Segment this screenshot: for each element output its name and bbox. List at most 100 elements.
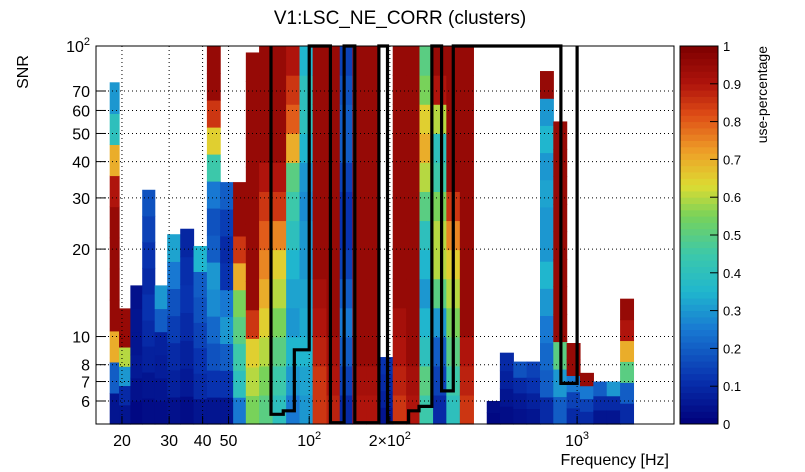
colorbar-segment <box>680 367 718 375</box>
heatmap-cell <box>193 322 208 349</box>
heatmap-cell <box>220 343 234 371</box>
heatmap-cell <box>366 365 381 396</box>
heatmap-cell <box>339 133 354 163</box>
heatmap-cell <box>220 397 234 425</box>
heatmap-cell <box>193 398 208 425</box>
heatmap-cell <box>459 278 474 309</box>
heatmap-cell <box>312 336 328 367</box>
heatmap-cell <box>366 191 381 222</box>
heatmap-cell <box>206 289 221 317</box>
heatmap-cell <box>540 71 554 99</box>
colorbar-segment <box>680 279 718 286</box>
heatmap-cell <box>312 249 328 280</box>
heatmap-cell <box>499 388 514 407</box>
heatmap-cell <box>620 319 635 342</box>
grid-lines <box>96 45 674 424</box>
heatmap-cell <box>272 220 287 251</box>
heatmap-cell <box>286 307 301 338</box>
heatmap-cell <box>312 278 328 309</box>
colorbar-segment <box>680 342 718 349</box>
heatmap-cell <box>245 166 260 196</box>
colorbar-segment <box>680 159 718 167</box>
colorbar-segment <box>680 96 718 104</box>
heatmap-cell <box>540 369 554 398</box>
heatmap-cell <box>109 206 120 239</box>
heatmap-cell <box>233 182 247 210</box>
heatmap-cell <box>526 408 541 425</box>
heatmap-cell <box>540 261 554 289</box>
heatmap-cell <box>540 179 554 208</box>
heatmap-cell <box>406 307 421 338</box>
colorbar-segment <box>680 203 718 211</box>
heatmap-cell <box>312 104 328 134</box>
heatmap-cell <box>392 394 407 425</box>
heatmap-cell <box>312 394 328 425</box>
heatmap-cell <box>579 411 594 425</box>
heatmap-cell <box>142 345 156 373</box>
heatmap-cell <box>366 336 381 367</box>
heatmap-cell <box>272 249 287 280</box>
heatmap-cell <box>406 220 421 251</box>
heatmap-cell <box>109 361 120 394</box>
heatmap-cell <box>366 278 381 309</box>
heatmap-cell <box>245 52 260 82</box>
heatmap-cell <box>620 340 635 362</box>
heatmap-cell <box>620 382 635 404</box>
heatmap-cell <box>312 220 328 251</box>
heatmap-cell <box>579 372 594 387</box>
x-tick-label: 20 <box>113 433 131 450</box>
heatmap-cell <box>119 308 131 329</box>
heatmap-cell <box>326 365 341 396</box>
colorbar-segment <box>680 398 718 406</box>
heatmap-cell <box>154 285 168 310</box>
heatmap-cell <box>206 181 221 209</box>
heatmap-cell <box>406 336 421 367</box>
colorbar-segment <box>680 146 718 154</box>
colorbar-tick-label: 0.8 <box>723 115 741 130</box>
heatmap-cell <box>459 394 474 425</box>
colorbar-tick-label: 0.2 <box>723 341 741 356</box>
colorbar-segment <box>680 260 718 267</box>
heatmap-cell <box>339 278 354 309</box>
colorbar-segment <box>680 266 718 274</box>
heatmap-cell <box>392 162 407 192</box>
heatmap-cell <box>142 397 156 425</box>
heatmap-cell <box>366 133 381 163</box>
colorbar-tick-label: 0.1 <box>723 379 741 394</box>
heatmap-cell <box>339 307 354 338</box>
colorbar-segment <box>680 386 718 393</box>
heatmap-cell <box>245 223 260 254</box>
heatmap-cell <box>366 104 381 134</box>
heatmap-cell <box>286 162 301 192</box>
heatmap-cell <box>593 395 608 411</box>
heatmap-cell <box>540 125 554 154</box>
heatmap-cell <box>326 75 341 105</box>
colorbar-segment <box>680 405 718 412</box>
heatmap-cell <box>154 354 168 379</box>
colorbar-tick-label: 0.6 <box>723 190 741 205</box>
heatmap-cell <box>193 245 208 272</box>
heatmap-cell <box>620 403 635 425</box>
colorbar-tick-label: 0.9 <box>723 77 741 92</box>
heatmap-cell <box>167 396 181 425</box>
colorbar-segment <box>680 71 718 78</box>
heatmap-cell <box>326 336 341 367</box>
heatmap-cell <box>272 365 287 396</box>
heatmap-cell <box>245 81 260 111</box>
heatmap-cell <box>180 312 195 341</box>
heatmap-cell <box>193 373 208 400</box>
heatmap-cell <box>180 256 195 286</box>
heatmap-cell <box>154 331 168 356</box>
heatmap-cell <box>366 75 381 105</box>
heatmap-cell <box>312 365 328 396</box>
heatmap-cell <box>419 104 434 134</box>
heatmap-cell <box>326 104 341 134</box>
y-tick-label: 40 <box>72 155 90 172</box>
colorbar-segment <box>680 83 718 91</box>
heatmap-cell <box>392 249 407 280</box>
heatmap-cell <box>433 394 447 425</box>
colorbar-segment <box>680 379 718 387</box>
heatmap-cell <box>419 75 434 105</box>
heatmap-cell <box>233 343 247 371</box>
heatmap-cell <box>339 365 354 396</box>
